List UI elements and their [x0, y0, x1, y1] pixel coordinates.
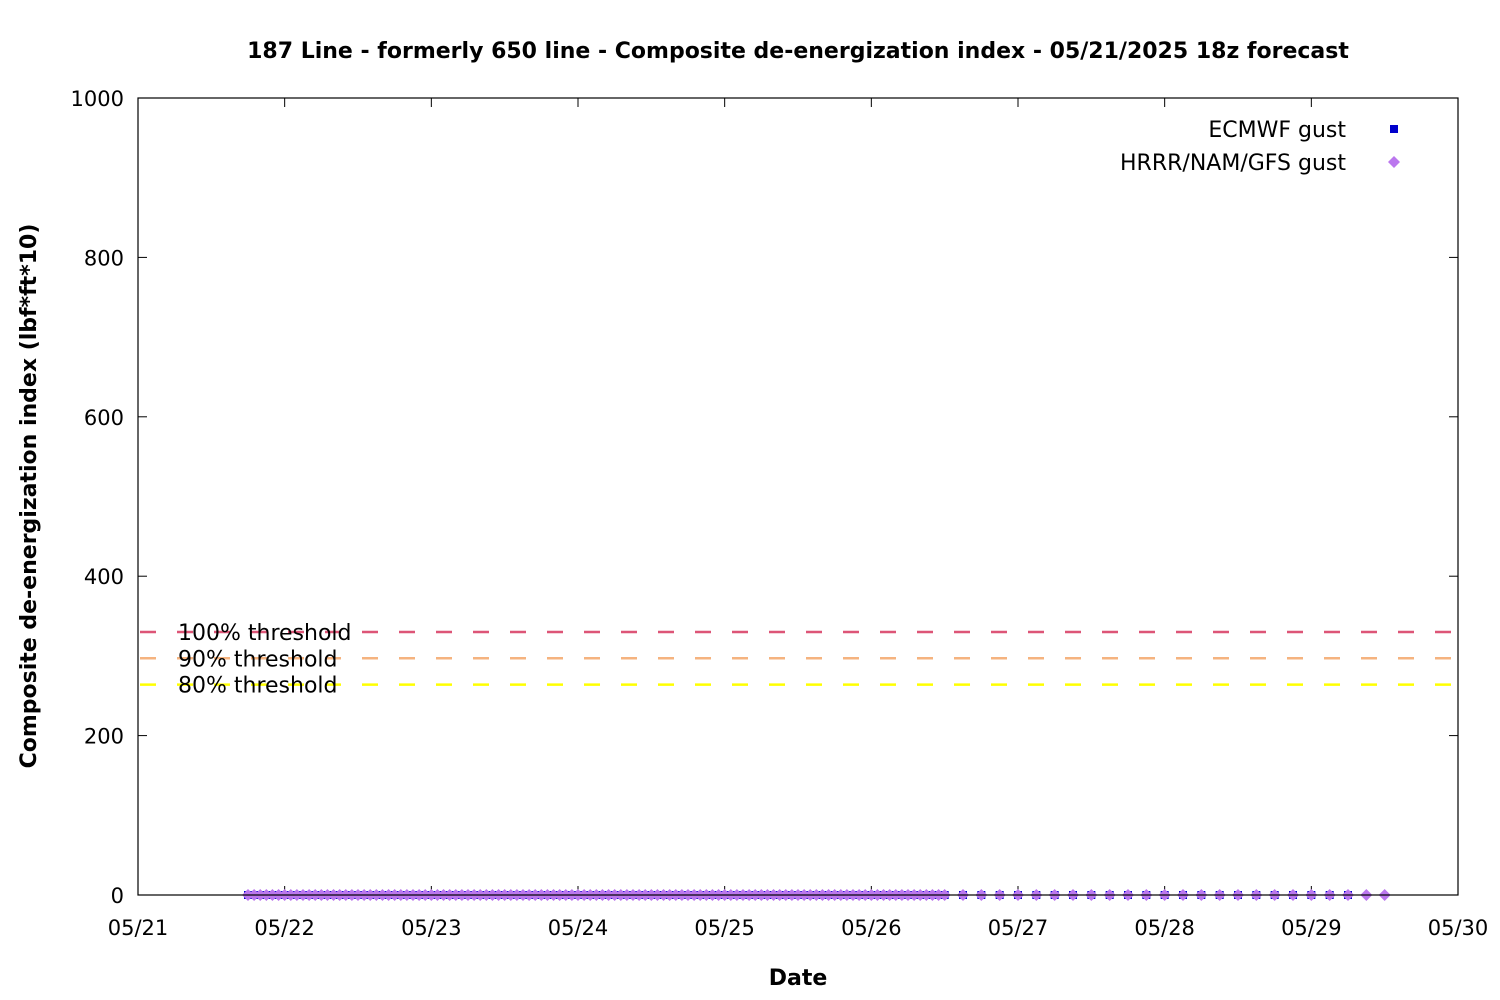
x-tick-label: 05/28	[1134, 916, 1195, 940]
x-tick-label: 05/24	[548, 916, 609, 940]
y-axis-label: Composite de-energization index (lbf*ft*…	[17, 224, 42, 769]
x-axis-label: Date	[769, 966, 828, 991]
threshold-label: 80% threshold	[178, 674, 338, 699]
x-tick-label: 05/23	[401, 916, 462, 940]
x-tick-label: 05/26	[841, 916, 902, 940]
x-tick-label: 05/30	[1428, 916, 1489, 940]
legend-label: ECMWF gust	[1208, 118, 1346, 143]
legend-marker	[1388, 156, 1400, 168]
y-tick-label: 600	[84, 406, 124, 430]
x-tick-label: 05/27	[988, 916, 1049, 940]
threshold-label: 100% threshold	[178, 621, 352, 646]
chart-title: 187 Line - formerly 650 line - Composite…	[247, 39, 1349, 64]
legend-label: HRRR/NAM/GFS gust	[1120, 151, 1346, 176]
y-tick-label: 1000	[71, 87, 124, 111]
threshold-label: 90% threshold	[178, 647, 338, 672]
legend-marker	[1390, 125, 1398, 133]
y-tick-label: 800	[84, 246, 124, 270]
x-tick-label: 05/21	[108, 916, 169, 940]
ticks-layer: 05/21 05/22 05/23 05/24 05/25 05/26 05/27 05/28…	[71, 87, 1489, 940]
x-tick-label: 05/29	[1281, 916, 1342, 940]
plot-frame	[137, 97, 1459, 896]
y-tick-label: 400	[84, 565, 124, 589]
y-tick-label: 0	[111, 884, 124, 908]
x-tick-label: 05/25	[694, 916, 755, 940]
x-tick-label: 05/22	[254, 916, 315, 940]
y-tick-label: 200	[84, 725, 124, 749]
legend: ECMWF gust HRRR/NAM/GFS gust	[1120, 118, 1400, 176]
